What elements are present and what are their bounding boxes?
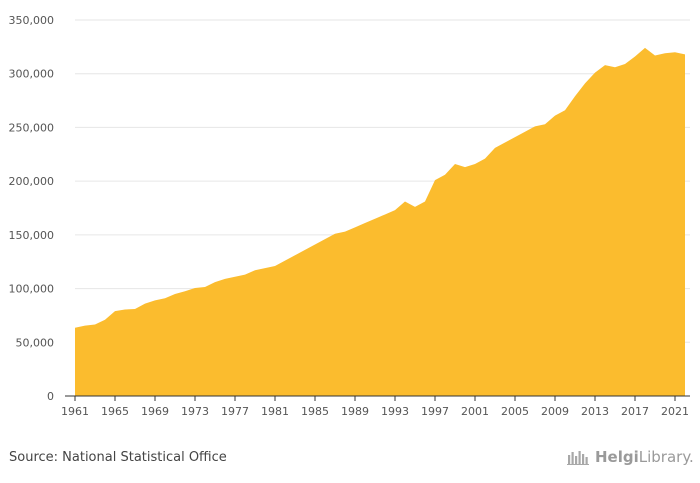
x-tick-label: 1973 [181, 405, 209, 418]
logo-text-library: Library. [638, 448, 694, 466]
x-tick-label: 1969 [141, 405, 169, 418]
x-tick-label: 1997 [421, 405, 449, 418]
x-tick-label: 2009 [541, 405, 569, 418]
x-tick-label: 1985 [301, 405, 329, 418]
x-tick-label: 1981 [261, 405, 289, 418]
area-series [74, 47, 686, 397]
x-tick-label: 2005 [501, 405, 529, 418]
y-tick-label: 350,000 [9, 14, 55, 27]
y-tick-label: 100,000 [9, 283, 55, 296]
x-tick-label: 2021 [661, 405, 689, 418]
x-tick-label: 1989 [341, 405, 369, 418]
x-tick-label: 1977 [221, 405, 249, 418]
area-chart: 0 50,000 100,000 150,000 200,000 250,000 300,0… [9, 14, 690, 418]
y-tick-label: 200,000 [9, 175, 55, 188]
area-fill [75, 47, 685, 397]
source-note: Source: National Statistical Office [9, 450, 227, 465]
x-tick-label: 2001 [461, 405, 489, 418]
helgi-library-logo: Helgi Library. [567, 448, 694, 466]
axes: 0 50,000 100,000 150,000 200,000 250,000 300,0… [9, 14, 690, 418]
x-tick-label: 2013 [581, 405, 609, 418]
y-tick-label: 0 [47, 390, 54, 403]
logo-text-helgi: Helgi [595, 448, 639, 466]
library-icon [567, 451, 589, 465]
x-tick-label: 1965 [101, 405, 129, 418]
x-tick-label: 1993 [381, 405, 409, 418]
y-tick-label: 300,000 [9, 68, 55, 81]
y-tick-label: 50,000 [16, 336, 55, 349]
x-tick-label: 1961 [61, 405, 89, 418]
y-tick-label: 150,000 [9, 229, 55, 242]
x-tick-label: 2017 [621, 405, 649, 418]
y-tick-label: 250,000 [9, 121, 55, 134]
